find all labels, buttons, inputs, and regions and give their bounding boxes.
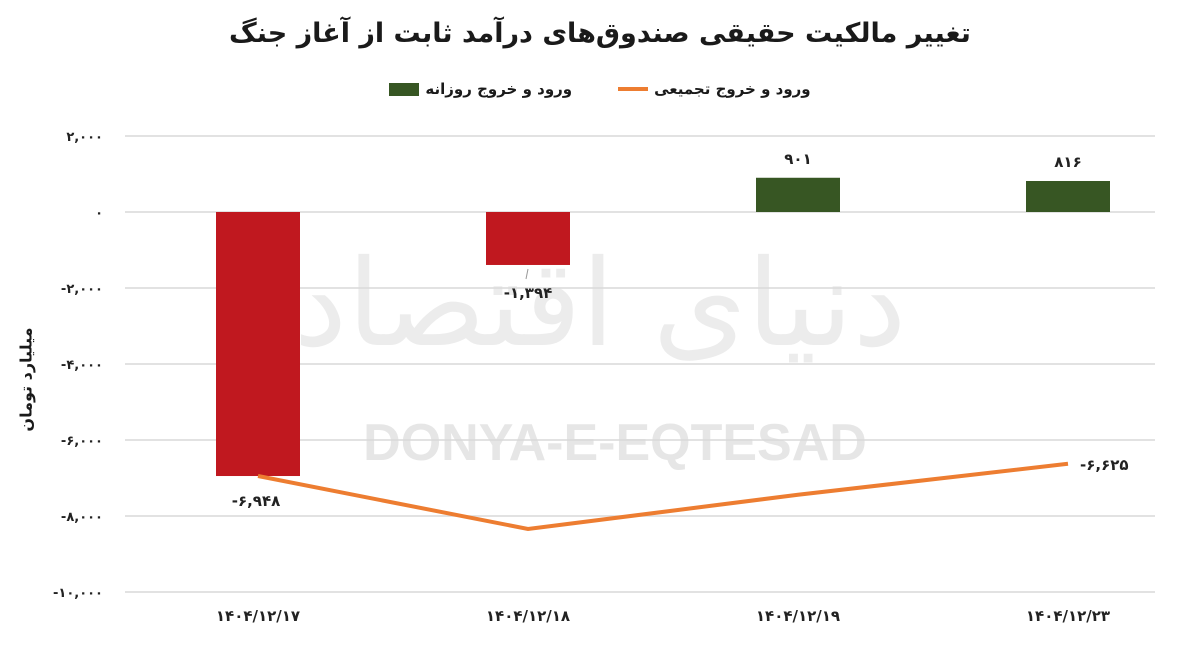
watermark-en: DONYA-E-EQTESAD [363,414,867,472]
legend-item-cumulative: ورود و خروج تجمیعی [618,80,811,98]
y-tick-label: -۲,۰۰۰ [61,282,103,297]
y-tick-label: -۴,۰۰۰ [61,358,103,373]
cumulative-line [257,461,1069,532]
watermark-fa: دنیای اقتصاد [294,235,907,374]
bar [756,177,840,212]
bar-swatch-icon [389,82,420,96]
bar-value-label: -۶,۹۴۸ [232,492,281,510]
legend-label-cumulative: ورود و خروج تجمیعی [654,80,811,98]
legend-label-daily: ورود و خروج روزانه [425,80,573,98]
x-tick-label: ۱۴۰۴/۱۲/۱۷ [216,607,300,625]
bar [216,212,300,477]
line-swatch-icon [618,87,649,91]
bar-value-label: -۱,۳۹۴ [504,284,553,302]
y-tick-label: -۶,۰۰۰ [61,434,103,449]
legend: ورود و خروج تجمیعی ورود و خروج روزانه [0,80,1200,98]
bar-value-label: ۹۰۱ [784,150,811,168]
x-tick-label: ۱۴۰۴/۱۲/۱۹ [756,607,840,625]
line-end-label: -۶,۶۲۵ [1080,456,1129,474]
y-tick-label: ۲,۰۰۰ [66,130,103,145]
y-tick-label: -۱۰,۰۰۰ [53,586,103,601]
bar [1026,180,1110,212]
y-tick-label: ۰ [95,206,103,221]
legend-item-daily: ورود و خروج روزانه [389,80,572,98]
bar-value-label: ۸۱۶ [1054,153,1081,171]
y-tick-label: -۸,۰۰۰ [61,510,103,525]
chart-title: تغییر مالکیت حقیقی صندوق‌های درآمد ثابت … [229,18,971,49]
x-tick-label: ۱۴۰۴/۱۲/۲۳ [1026,607,1110,625]
x-tick-label: ۱۴۰۴/۱۲/۱۸ [486,607,570,625]
bar [486,212,570,265]
